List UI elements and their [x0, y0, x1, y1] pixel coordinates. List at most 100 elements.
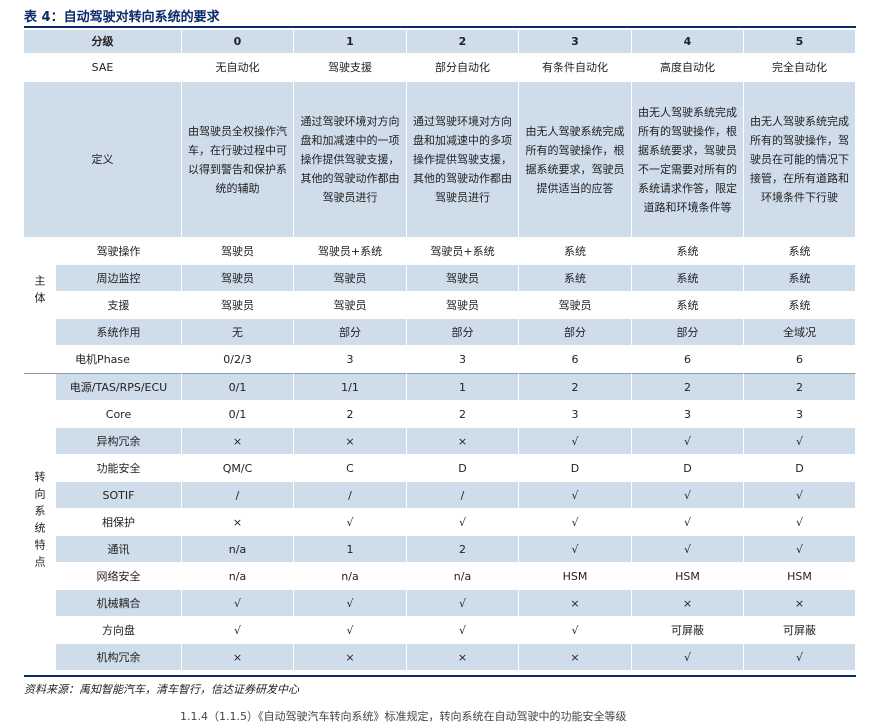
table-cell: ×	[294, 644, 407, 671]
top-rule	[24, 26, 856, 28]
table-row: 转向系统特点 电源/TAS/RPS/ECU 0/1 1/1 1 2 2 2	[24, 374, 856, 671]
table-cell: ×	[519, 590, 632, 617]
table-cell: √	[632, 536, 744, 563]
table-cell: /	[294, 482, 407, 509]
motor-cell: 3	[294, 346, 407, 374]
row-label: 机构冗余	[56, 644, 182, 671]
table-cell: √	[632, 482, 744, 509]
row-label: SOTIF	[56, 482, 182, 509]
level-header-0: 0	[182, 30, 294, 54]
table-cell: 部分	[294, 319, 407, 346]
table-cell: 1/1	[294, 374, 407, 401]
table-cell: HSM	[632, 563, 744, 590]
table-cell: /	[182, 482, 294, 509]
table-row: 网络安全 n/a n/a n/a HSM HSM HSM	[24, 563, 856, 590]
table-cell: 0/1	[182, 401, 294, 428]
row-label: 系统作用	[56, 319, 182, 346]
row-label: 支援	[56, 292, 182, 319]
table-cell: ×	[182, 428, 294, 455]
table-cell: 驾驶员	[519, 292, 632, 319]
table-cell: √	[294, 590, 407, 617]
row-label: 功能安全	[56, 455, 182, 482]
table-row: 相保护 × √ √ √ √ √	[24, 509, 856, 536]
header-label: 分级	[24, 30, 182, 54]
table-cell: 驾驶员	[407, 292, 519, 319]
table-cell: HSM	[744, 563, 856, 590]
row-label: 机械耦合	[56, 590, 182, 617]
row-label: 驾驶操作	[56, 238, 182, 265]
table-cell: 驾驶员+系统	[294, 238, 407, 265]
table-cell: 2	[407, 536, 519, 563]
table-row: 支援 驾驶员 驾驶员 驾驶员 驾驶员 系统 系统	[24, 292, 856, 319]
sae-cell: 无自动化	[182, 54, 294, 82]
table-cell: √	[744, 644, 856, 671]
table-cell: C	[294, 455, 407, 482]
table-row: 电机Phase 0/2/3 3 3 6 6 6	[24, 346, 856, 374]
row-label-definition: 定义	[24, 82, 182, 238]
table-cell: 驾驶员	[294, 292, 407, 319]
sae-cell: 高度自动化	[632, 54, 744, 82]
table-cell: 驾驶员	[182, 265, 294, 292]
table-cell: D	[632, 455, 744, 482]
table-cell: ×	[294, 428, 407, 455]
motor-cell: 0/2/3	[182, 346, 294, 374]
table-cell: D	[744, 455, 856, 482]
level-header-5: 5	[744, 30, 856, 54]
table-cell: 2	[519, 374, 632, 401]
table-cell: √	[294, 509, 407, 536]
table-cell: 系统	[632, 265, 744, 292]
table-cell: 0/1	[182, 374, 294, 401]
sae-cell: 有条件自动化	[519, 54, 632, 82]
motor-cell: 6	[519, 346, 632, 374]
table-cell: 2	[407, 401, 519, 428]
table-cell: 2	[632, 374, 744, 401]
table-cell: 2	[294, 401, 407, 428]
table-cell: √	[407, 590, 519, 617]
table-cell: HSM	[519, 563, 632, 590]
table-cell: √	[519, 482, 632, 509]
table-cell: 全域况	[744, 319, 856, 346]
group-label-steering: 转向系统特点	[24, 374, 56, 671]
table-cell: 无	[182, 319, 294, 346]
table-row: 方向盘 √ √ √ √ 可屏蔽 可屏蔽	[24, 617, 856, 644]
sae-cell: 完全自动化	[744, 54, 856, 82]
table-cell: 部分	[519, 319, 632, 346]
table-row: 周边监控 驾驶员 驾驶员 驾驶员 系统 系统 系统	[24, 265, 856, 292]
row-label: 网络安全	[56, 563, 182, 590]
table-cell: √	[744, 482, 856, 509]
table-cell: √	[744, 536, 856, 563]
table-cell: QM/C	[182, 455, 294, 482]
row-label-sae: SAE	[24, 54, 182, 82]
table-row: 系统作用无部分 部分 部分 部分 全域况	[24, 319, 856, 346]
table-cell: 系统	[744, 238, 856, 265]
row-label: 异构冗余	[56, 428, 182, 455]
table-cell: ×	[744, 590, 856, 617]
row-label: 周边监控	[56, 265, 182, 292]
table-cell: ×	[182, 509, 294, 536]
requirements-table: 分级 0 1 2 3 4 5 SAE 无自动化 驾驶支援 部分自动化 有条件自动化 高度自动化 完全自动化…	[24, 30, 856, 671]
definition-cell: 由无人驾驶系统完成所有的驾驶操作，根据系统要求，驾驶员不一定需要对所有的系统请求…	[632, 82, 744, 238]
motor-cell: 6	[744, 346, 856, 374]
table-cell: √	[407, 509, 519, 536]
table-row: Core 0/1 2 2 3 3 3	[24, 401, 856, 428]
table-cell: /	[407, 482, 519, 509]
table-row: SOTIF / / / √ √ √	[24, 482, 856, 509]
table-row: 主体 驾驶操作 驾驶员 驾驶员+系统 驾驶员+系统 系统 系统 系统	[24, 238, 856, 346]
definition-cell: 由驾驶员全权操作汽车，在行驶过程中可以得到警告和保护系统的辅助	[182, 82, 294, 238]
table-cell: 系统	[744, 265, 856, 292]
table-cell: 驾驶员+系统	[407, 238, 519, 265]
bottom-rule	[24, 675, 856, 677]
table-cell: √	[632, 509, 744, 536]
table-cell: 1	[407, 374, 519, 401]
table-cell: √	[744, 509, 856, 536]
table-cell: D	[519, 455, 632, 482]
table-cell: n/a	[182, 563, 294, 590]
table-cell: ×	[407, 428, 519, 455]
table-cell: 驾驶员	[182, 238, 294, 265]
table-row: 分级 0 1 2 3 4 5	[24, 30, 856, 54]
table-cell: ×	[407, 644, 519, 671]
table-cell: 3	[632, 401, 744, 428]
row-label: 方向盘	[56, 617, 182, 644]
table-cell: 可屏蔽	[632, 617, 744, 644]
definition-cell: 通过驾驶环境对方向盘和加减速中的一项操作提供驾驶支援，其他的驾驶动作都由驾驶员进…	[294, 82, 407, 238]
